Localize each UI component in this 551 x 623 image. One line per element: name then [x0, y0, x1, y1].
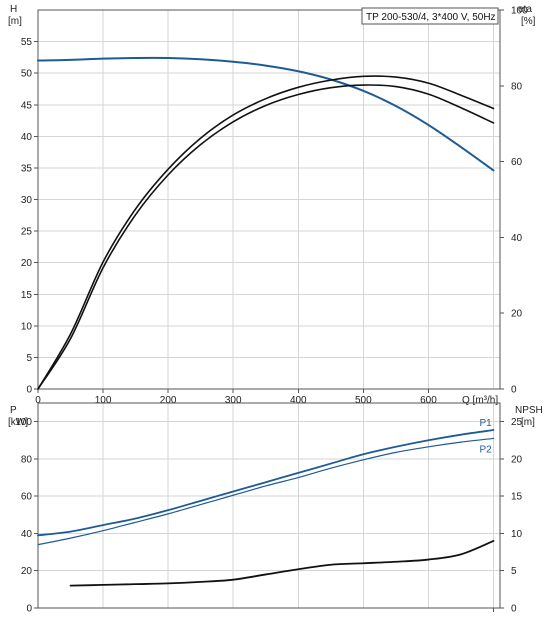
- right-axis-tick-label: 100: [511, 6, 528, 17]
- right-axis-tick-label: 20: [511, 309, 523, 320]
- right-axis-unit: [%]: [521, 16, 536, 27]
- right-axis-tick-label: 25: [511, 417, 523, 428]
- left-axis-unit: [kW]: [8, 417, 28, 428]
- plot-frame: [37, 402, 501, 609]
- left-axis-tick-label: 20: [21, 258, 33, 269]
- curve-series-2: [37, 84, 495, 390]
- left-axis-tick-label: 40: [21, 529, 33, 540]
- left-axis-tick-label: 0: [26, 385, 32, 396]
- left-axis-tick-label: 45: [21, 100, 33, 111]
- pump-title-box: TP 200-530/4, 3*400 V, 50Hz: [361, 7, 499, 25]
- x-axis-tick-label: 200: [160, 395, 177, 406]
- pump-title: TP 200-530/4, 3*400 V, 50Hz: [366, 12, 496, 23]
- series-label-p2: P2: [479, 444, 492, 455]
- left-axis-tick-label: 35: [21, 163, 33, 174]
- left-axis-tick-label: 80: [21, 454, 33, 465]
- x-axis-tick-label: 400: [290, 395, 307, 406]
- left-axis-tick-label: 0: [26, 604, 32, 615]
- left-axis-tick-label: 40: [21, 132, 33, 143]
- right-axis-tick-label: 20: [511, 454, 523, 465]
- right-axis-tick-label: 80: [511, 81, 523, 92]
- right-axis-unit: [m]: [521, 417, 535, 428]
- x-axis-tick-label: 500: [355, 395, 372, 406]
- x-axis-tick-label: 600: [420, 395, 437, 406]
- curve-series-3: [37, 75, 495, 390]
- left-axis-tick-label: 30: [21, 195, 33, 206]
- left-axis-tick-label: 60: [21, 492, 33, 503]
- curve-p1: [37, 429, 495, 537]
- right-axis-tick-label: 0: [511, 385, 517, 396]
- series-label-p1: P1: [479, 418, 492, 429]
- right-axis-name: eta: [518, 4, 532, 15]
- right-axis-tick-label: 0: [511, 604, 517, 615]
- title-box-frame: [361, 7, 499, 25]
- right-axis-tick-label: 15: [511, 492, 523, 503]
- curve-p2: [37, 437, 495, 546]
- right-axis-name: NPSH: [515, 405, 543, 416]
- left-axis-unit: [m]: [8, 16, 22, 27]
- left-axis-tick-label: 100: [15, 417, 32, 428]
- right-axis-tick-label: 5: [511, 566, 517, 577]
- left-axis-tick-label: 10: [21, 321, 33, 332]
- left-axis-tick-label: 50: [21, 69, 33, 80]
- curve-series-1: [37, 56, 495, 172]
- left-axis-name: P: [10, 405, 17, 416]
- x-axis-tick-label: 100: [95, 395, 112, 406]
- x-axis-tick-label: 300: [225, 395, 242, 406]
- left-axis-tick-label: 25: [21, 227, 33, 238]
- x-axis-tick-label: 0: [35, 395, 41, 406]
- left-axis-tick-label: 20: [21, 566, 33, 577]
- left-axis-tick-label: 15: [21, 290, 33, 301]
- right-axis-tick-label: 60: [511, 157, 523, 168]
- left-axis-tick-label: 55: [21, 37, 33, 48]
- right-axis-tick-label: 40: [511, 233, 523, 244]
- panel-head-efficiency: 0 5 10 15 20 25 30 35 40 45 50 55 0 20 40 60 80 100 0 100 20…: [8, 4, 536, 406]
- curve-series-3: [69, 540, 495, 587]
- panel-power-npsh: 0 20 40 60 80 100 0 5 10 15 20 25 P[kW] NPSH[m] P1 P2: [8, 402, 543, 615]
- left-axis-name: H: [10, 4, 17, 15]
- left-axis-tick-label: 5: [26, 353, 32, 364]
- right-axis-tick-label: 10: [511, 529, 523, 540]
- x-axis-title: Q [m³/h]: [462, 395, 498, 406]
